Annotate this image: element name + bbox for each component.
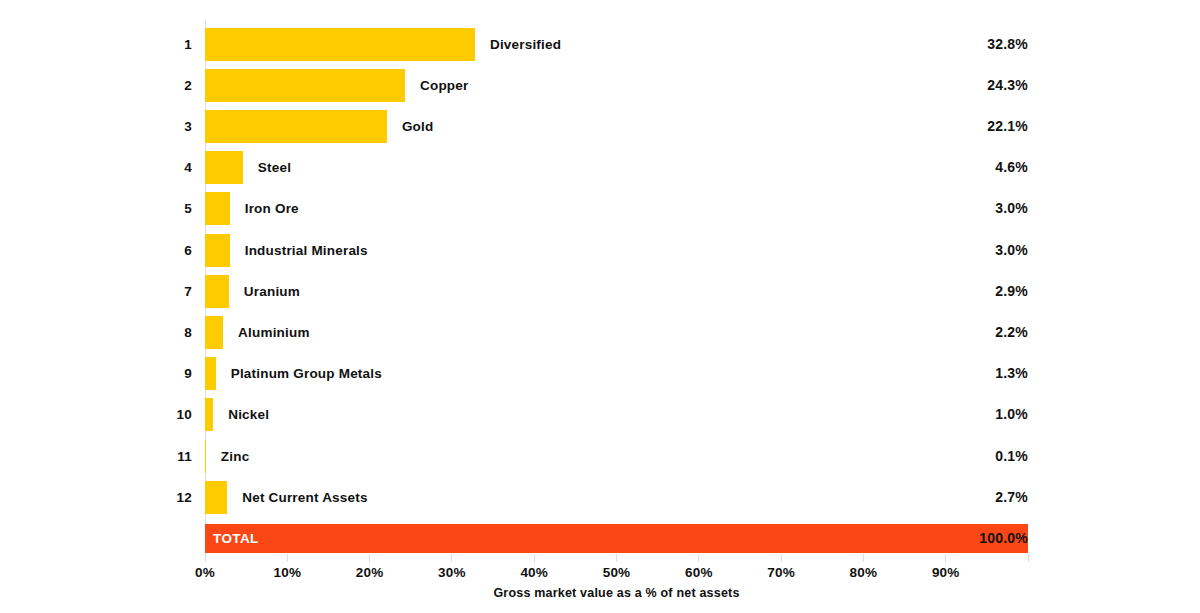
bar-value: 2.9% [995, 275, 1028, 308]
bar-label: Iron Ore [245, 192, 299, 225]
bar-label: Industrial Minerals [245, 234, 368, 267]
bar [205, 28, 475, 61]
bar-area: Steel 4.6% [205, 151, 1028, 184]
row-rank: 3 [0, 110, 192, 143]
bar-value: 3.0% [995, 234, 1028, 267]
row-rank: 1 [0, 28, 192, 61]
bar-area: Gold 22.1% [205, 110, 1028, 143]
bar-area: Platinum Group Metals 1.3% [205, 357, 1028, 390]
bar-area: Iron Ore 3.0% [205, 192, 1028, 225]
bar [205, 357, 216, 390]
bar [205, 275, 229, 308]
bar-area: Industrial Minerals 3.0% [205, 234, 1028, 267]
axis-tick [205, 554, 206, 562]
axis-tick [1028, 554, 1029, 562]
bar [205, 151, 243, 184]
bar-chart: 1 Diversified 32.8% 2 Copper 24.3% 3 Gol… [0, 0, 1200, 613]
total-row: TOTAL 100.0% [205, 524, 1028, 553]
axis-tick [534, 554, 535, 562]
bar [205, 110, 387, 143]
total-value: 100.0% [979, 524, 1028, 553]
x-axis-title: Gross market value as a % of net assets [205, 586, 1028, 600]
bar-value: 22.1% [987, 110, 1028, 143]
total-bar: TOTAL 100.0% [205, 524, 1028, 553]
bar-label: Uranium [244, 275, 300, 308]
axis-tick [698, 554, 699, 562]
row-rank: 9 [0, 357, 192, 390]
bar [205, 316, 223, 349]
bar-area: Nickel 1.0% [205, 398, 1028, 431]
bar-area: Zinc 0.1% [205, 440, 1028, 473]
total-label: TOTAL [213, 524, 259, 553]
bar [205, 440, 206, 473]
chart-row: 12 Net Current Assets 2.7% [0, 481, 1200, 514]
bar-label: Nickel [228, 398, 269, 431]
chart-row: 9 Platinum Group Metals 1.3% [0, 357, 1200, 390]
bar-label: Gold [402, 110, 434, 143]
bar [205, 481, 227, 514]
bar-value: 1.0% [995, 398, 1028, 431]
axis-tick-label: 50% [577, 565, 657, 580]
axis-tick [781, 554, 782, 562]
row-rank: 8 [0, 316, 192, 349]
row-rank: 11 [0, 440, 192, 473]
axis-tick-label: 60% [659, 565, 739, 580]
bar-label: Net Current Assets [242, 481, 367, 514]
bar-area: Diversified 32.8% [205, 28, 1028, 61]
axis-tick-label: 10% [247, 565, 327, 580]
chart-row: 2 Copper 24.3% [0, 69, 1200, 102]
axis-tick-label: 20% [330, 565, 410, 580]
bar-area: Net Current Assets 2.7% [205, 481, 1028, 514]
bar-area: Copper 24.3% [205, 69, 1028, 102]
axis-tick-label: 90% [906, 565, 986, 580]
row-rank: 12 [0, 481, 192, 514]
bar-value: 1.3% [995, 357, 1028, 390]
axis-tick [287, 554, 288, 562]
axis-tick-label: 70% [741, 565, 821, 580]
chart-row: 4 Steel 4.6% [0, 151, 1200, 184]
chart-row: 1 Diversified 32.8% [0, 28, 1200, 61]
axis-tick [616, 554, 617, 562]
chart-row: 3 Gold 22.1% [0, 110, 1200, 143]
bar-label: Copper [420, 69, 468, 102]
bar-label: Aluminium [238, 316, 310, 349]
row-rank: 7 [0, 275, 192, 308]
axis-tick-label: 40% [494, 565, 574, 580]
row-rank: 6 [0, 234, 192, 267]
chart-row: 11 Zinc 0.1% [0, 440, 1200, 473]
bar-value: 2.7% [995, 481, 1028, 514]
bar [205, 192, 230, 225]
chart-row: 10 Nickel 1.0% [0, 398, 1200, 431]
axis-tick [863, 554, 864, 562]
bar-area: Aluminium 2.2% [205, 316, 1028, 349]
bar [205, 234, 230, 267]
row-rank: 2 [0, 69, 192, 102]
row-rank: 10 [0, 398, 192, 431]
axis-tick [369, 554, 370, 562]
row-rank: 5 [0, 192, 192, 225]
chart-row: 6 Industrial Minerals 3.0% [0, 234, 1200, 267]
axis-tick [945, 554, 946, 562]
bar-value: 24.3% [987, 69, 1028, 102]
chart-row: 8 Aluminium 2.2% [0, 316, 1200, 349]
bar-label: Diversified [490, 28, 561, 61]
bar-value: 32.8% [987, 28, 1028, 61]
bar-label: Platinum Group Metals [231, 357, 382, 390]
bar-value: 0.1% [995, 440, 1028, 473]
bar-label: Steel [258, 151, 291, 184]
axis-tick-label: 30% [412, 565, 492, 580]
axis-tick [451, 554, 452, 562]
bar-label: Zinc [221, 440, 250, 473]
bar-value: 3.0% [995, 192, 1028, 225]
bar [205, 69, 405, 102]
bar-value: 2.2% [995, 316, 1028, 349]
bar-area: Uranium 2.9% [205, 275, 1028, 308]
bar-value: 4.6% [995, 151, 1028, 184]
chart-row: 7 Uranium 2.9% [0, 275, 1200, 308]
axis-tick-label: 0% [165, 565, 245, 580]
chart-row: 5 Iron Ore 3.0% [0, 192, 1200, 225]
axis-tick-label: 80% [823, 565, 903, 580]
bar [205, 398, 213, 431]
row-rank: 4 [0, 151, 192, 184]
